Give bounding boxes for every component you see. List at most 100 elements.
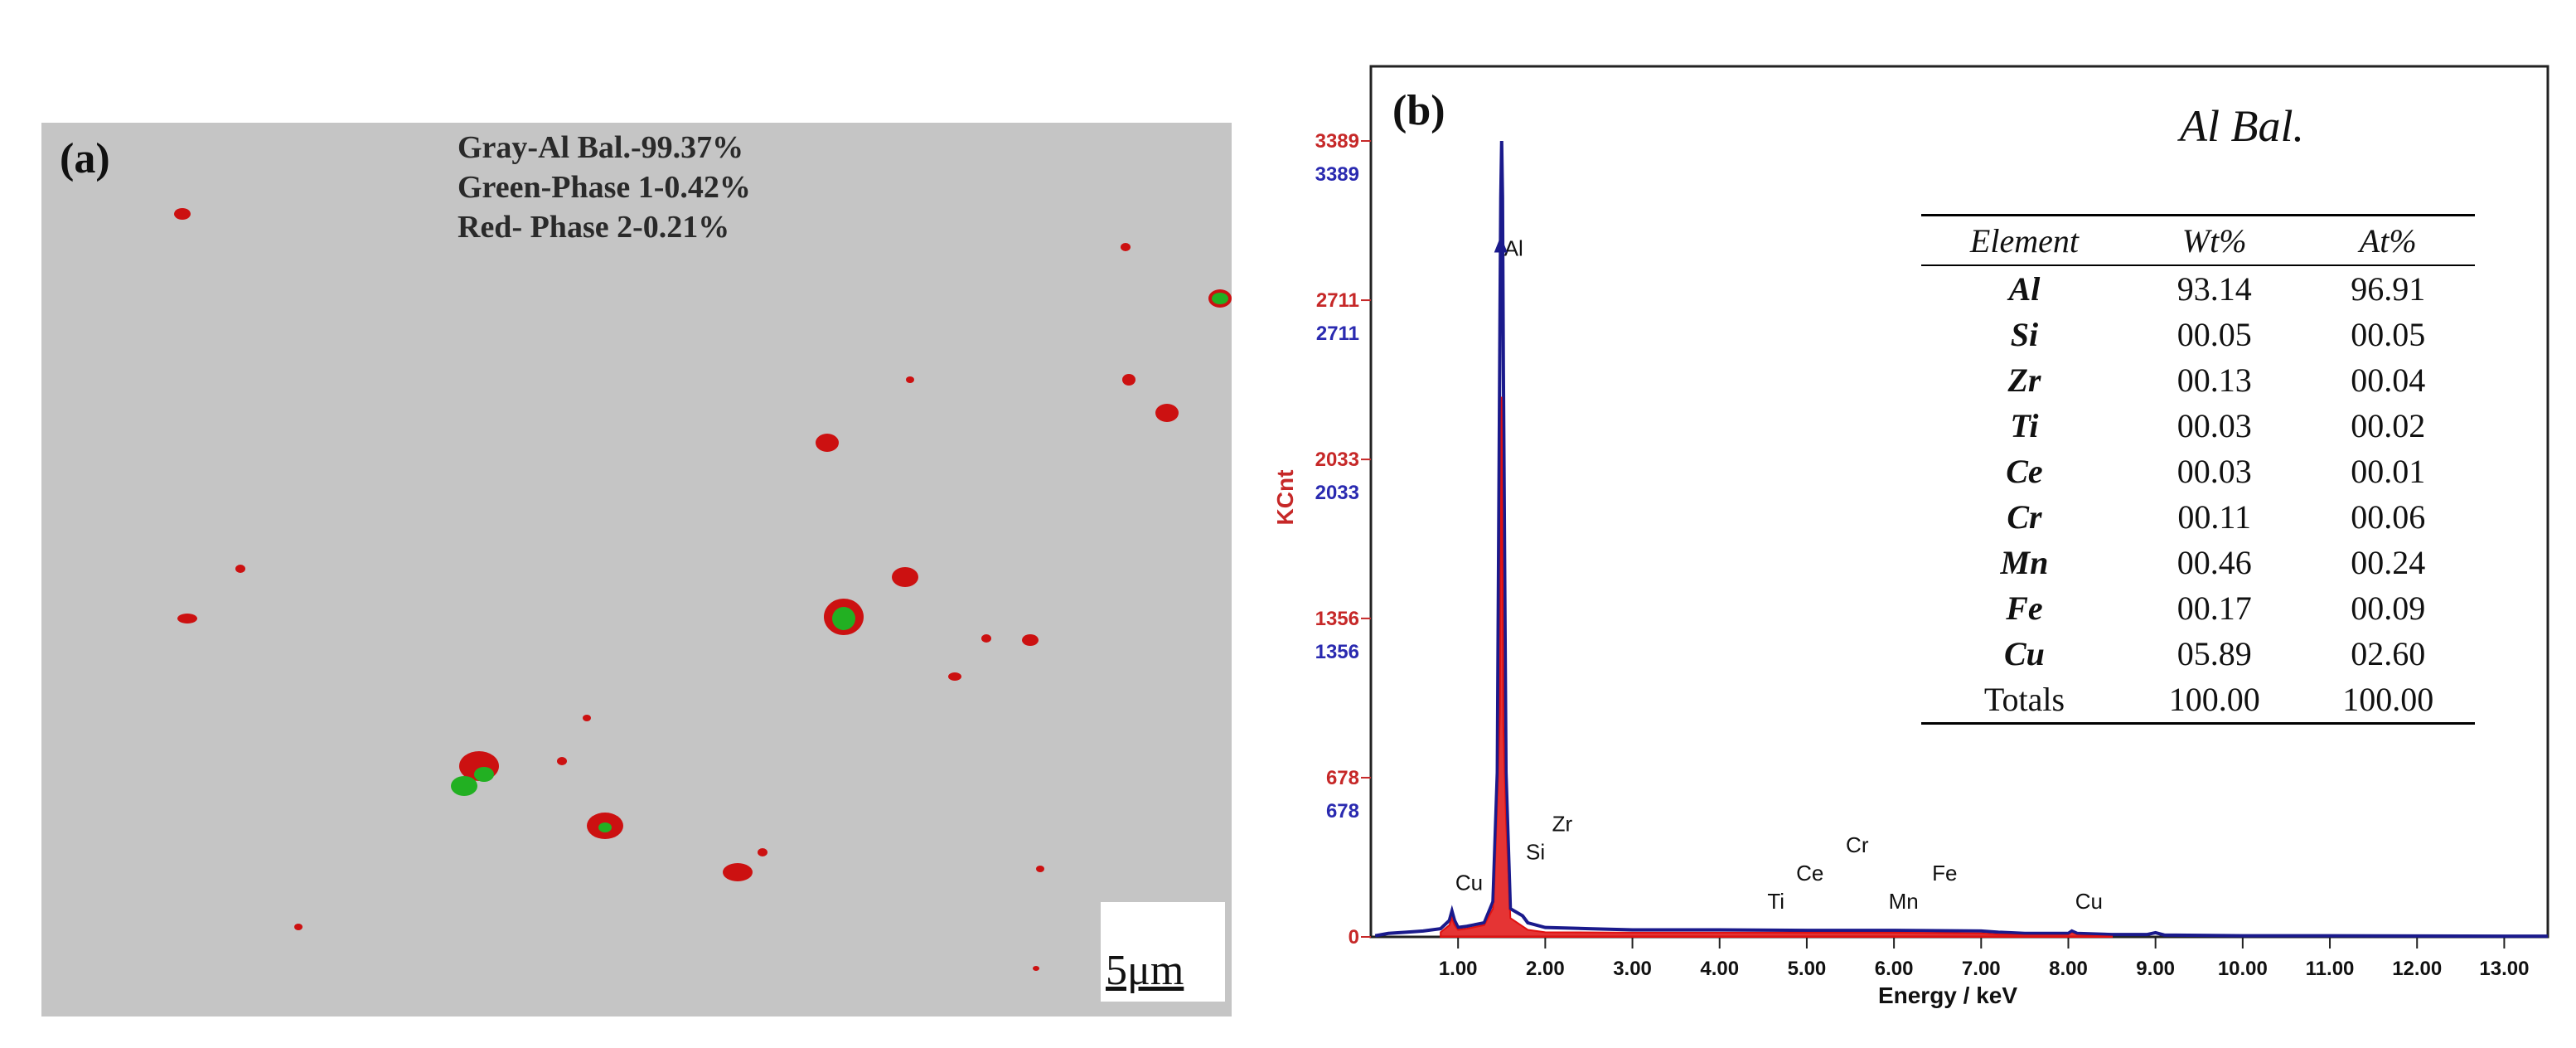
scale-bar-label: 5μm [1106, 947, 1184, 994]
peak-annotation: Cr [1846, 832, 1869, 857]
y-tick-label-red: 2033 [1315, 449, 1359, 471]
phase2-particle [758, 848, 767, 856]
x-tick-label: 11.00 [2306, 958, 2355, 980]
composition-table: Element Wt% At% Al 93.14 96.91 Si 00.05 00.05… [1921, 214, 2475, 725]
cell-at: 02.60 [2351, 635, 2426, 672]
x-axis-label: Energy / keV [1878, 982, 2017, 1008]
x-tick-label: 4.00 [1700, 958, 1739, 980]
phase1-particle [1212, 293, 1228, 304]
y-tick-label-blue: 3389 [1315, 163, 1359, 186]
cell-element: Ti [2010, 407, 2039, 444]
header-wt: Wt% [2127, 214, 2302, 266]
al-peak-arrow [1494, 235, 1508, 253]
cell-element: Si [2010, 316, 2039, 353]
cell-wt: 05.89 [2177, 635, 2252, 672]
cell-element: Zr [2007, 361, 2041, 399]
cell-wt: 00.03 [2177, 453, 2252, 490]
phase2-particle [174, 208, 191, 220]
peak-annotation: Al [1504, 236, 1523, 261]
phase1-particle [598, 822, 612, 832]
table-row: Ce 00.03 00.01 [1921, 449, 2475, 494]
y-tick-label-red: 3389 [1315, 130, 1359, 153]
phase1-particle [451, 776, 477, 796]
cell-at: 00.05 [2351, 316, 2426, 353]
phase2-particle [557, 757, 567, 765]
phase1-particle [832, 607, 855, 630]
cell-at: 00.09 [2351, 590, 2426, 627]
cell-element: Cu [2003, 635, 2045, 672]
table-row: Si 00.05 00.05 [1921, 312, 2475, 357]
phase2-particle [906, 376, 914, 383]
phase2-particle [1033, 966, 1039, 971]
phase2-particle [1155, 404, 1179, 422]
phase2-particle [177, 614, 197, 623]
phase2-particle [948, 672, 961, 681]
cell-element: Totals [1921, 677, 2128, 725]
table-row: Totals 100.00 100.00 [1921, 677, 2475, 725]
phase2-particle [816, 434, 839, 452]
table-row: Zr 00.13 00.04 [1921, 357, 2475, 403]
cell-element: Ce [2006, 453, 2043, 490]
y-tick-label-blue: 2033 [1315, 482, 1359, 504]
phase2-particle [981, 634, 991, 643]
cell-element: Al [2008, 270, 2041, 308]
phase2-particle [1036, 866, 1044, 872]
legend-gray: Gray-Al Bal.-99.37% [458, 130, 744, 165]
y-tick-label-red: 678 [1326, 767, 1359, 789]
phase2-particle [723, 863, 753, 881]
y-tick-label-red: 2711 [1316, 289, 1359, 312]
cell-at: 00.01 [2351, 453, 2426, 490]
micrograph-particles [174, 208, 1232, 971]
cell-wt: 00.17 [2177, 590, 2252, 627]
table-header-row: Element Wt% At% [1921, 214, 2475, 266]
phase2-particle [1121, 243, 1131, 251]
cell-at: 100.00 [2301, 677, 2475, 725]
legend-green: Green-Phase 1-0.42% [458, 170, 751, 205]
y-tick-label-red: 1356 [1315, 608, 1359, 630]
phase-legend: Gray-Al Bal.-99.37% Green-Phase 1-0.42% … [458, 128, 751, 247]
x-tick-label: 8.00 [2049, 958, 2088, 980]
peak-annotation: Ce [1796, 861, 1823, 885]
cell-wt: 00.03 [2177, 407, 2252, 444]
cell-wt: 93.14 [2177, 270, 2252, 308]
cell-wt: 00.13 [2177, 361, 2252, 399]
cell-wt: 100.00 [2127, 677, 2302, 725]
phase2-particle [235, 565, 245, 573]
x-tick-label: 13.00 [2479, 958, 2529, 980]
x-tick-label: 7.00 [1962, 958, 2001, 980]
y-tick-label-blue: 2711 [1316, 323, 1359, 345]
x-tick-label: 12.00 [2392, 958, 2442, 980]
cell-element: Fe [2006, 590, 2043, 627]
x-tick-label: 3.00 [1613, 958, 1652, 980]
peak-annotation: Cu [1455, 870, 1483, 895]
cell-wt: 00.46 [2177, 544, 2252, 581]
table-row: Cu 05.89 02.60 [1921, 631, 2475, 677]
cell-at: 00.04 [2351, 361, 2426, 399]
peak-annotation: Si [1526, 840, 1545, 865]
panel-a-label: (a) [60, 135, 110, 182]
header-element: Element [1921, 214, 2128, 266]
y-tick-label-red: 0 [1349, 926, 1359, 949]
x-tick-label: 1.00 [1439, 958, 1478, 980]
peak-annotation: Ti [1767, 889, 1784, 914]
cell-at: 00.02 [2351, 407, 2426, 444]
x-tick-label: 5.00 [1788, 958, 1827, 980]
cell-at: 96.91 [2351, 270, 2426, 308]
balance-note: Al Bal. [2177, 101, 2304, 151]
table-row: Mn 00.46 00.24 [1921, 540, 2475, 585]
y-tick-label-blue: 678 [1326, 800, 1359, 822]
table-row: Al 93.14 96.91 [1921, 265, 2475, 312]
phase2-particle [583, 715, 591, 721]
phase2-particle [294, 924, 303, 930]
scale-bar: 5μm [1101, 902, 1225, 1002]
phase2-particle [892, 567, 918, 587]
panel-b-label: (b) [1392, 87, 1445, 134]
micrograph-panel-a: (a) Gray-Al Bal.-99.37% Green-Phase 1-0.… [41, 123, 1232, 1016]
peak-annotation: Fe [1932, 861, 1957, 885]
cell-element: Cr [2007, 498, 2042, 536]
cell-wt: 00.11 [2177, 498, 2251, 536]
phase1-particle [474, 767, 494, 782]
cell-element: Mn [2000, 544, 2049, 581]
x-tick-label: 9.00 [2136, 958, 2175, 980]
x-tick-label: 2.00 [1526, 958, 1565, 980]
